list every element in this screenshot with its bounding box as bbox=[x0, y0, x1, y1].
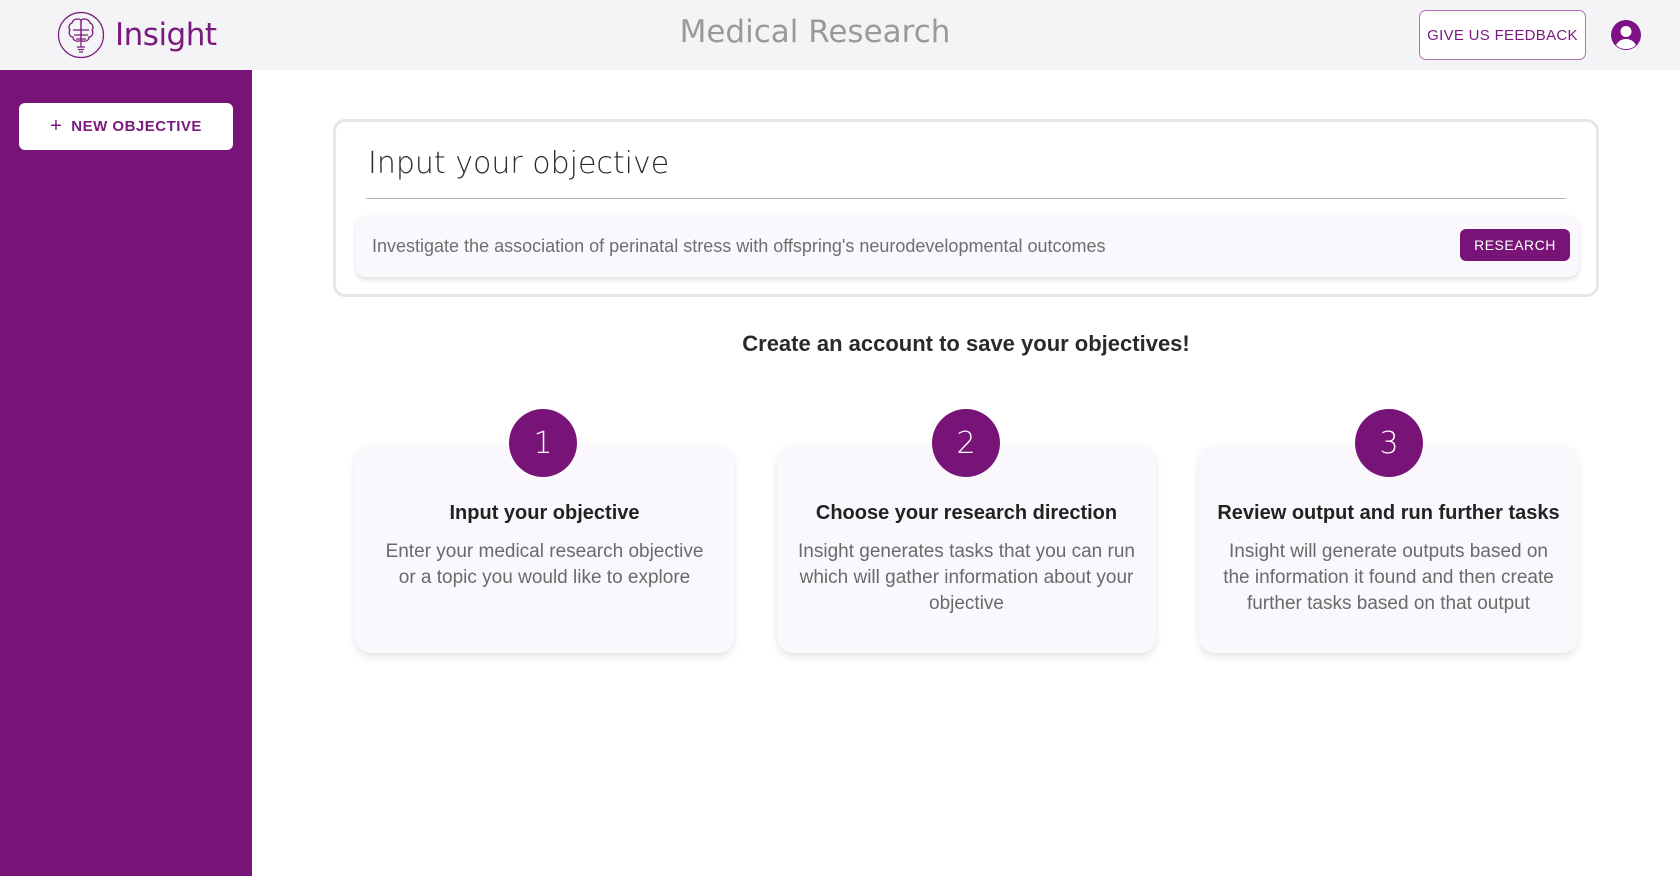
brain-lightbulb-icon bbox=[57, 11, 105, 59]
sidebar: + NEW OBJECTIVE bbox=[0, 70, 252, 876]
top-bar: Insight Medical Research GIVE US FEEDBAC… bbox=[0, 0, 1680, 70]
step-description: Insight generates tasks that you can run… bbox=[798, 541, 1135, 614]
user-account-icon[interactable] bbox=[1611, 20, 1641, 50]
step-number: 2 bbox=[932, 409, 1000, 477]
step-title: Review output and run further tasks bbox=[1217, 502, 1560, 524]
objective-panel: Input your objective RESEARCH bbox=[333, 119, 1599, 297]
logo[interactable]: Insight bbox=[57, 11, 217, 59]
step-number: 1 bbox=[509, 409, 577, 477]
step-number: 3 bbox=[1355, 409, 1423, 477]
objective-title: Input your objective bbox=[368, 146, 670, 181]
create-account-prompt: Create an account to save your objective… bbox=[742, 331, 1190, 356]
objective-input[interactable] bbox=[372, 215, 1452, 277]
step-title: Input your objective bbox=[449, 502, 640, 524]
step-description: Insight will generate outputs based on t… bbox=[1223, 541, 1554, 614]
logo-text: Insight bbox=[115, 17, 217, 53]
step-description: Enter your medical research objective or… bbox=[385, 541, 704, 588]
objective-input-row: RESEARCH bbox=[356, 215, 1579, 277]
step-card: Choose your research direction Insight g… bbox=[777, 445, 1156, 653]
plus-icon: + bbox=[50, 115, 63, 137]
step-title: Choose your research direction bbox=[815, 502, 1118, 524]
new-objective-button[interactable]: + NEW OBJECTIVE bbox=[19, 103, 233, 150]
step-card: Input your objective Enter your medical … bbox=[355, 445, 734, 653]
step-card: Review output and run further tasks Insi… bbox=[1199, 445, 1578, 653]
research-button[interactable]: RESEARCH bbox=[1460, 229, 1570, 261]
divider bbox=[366, 198, 1566, 199]
page-title: Medical Research bbox=[679, 14, 951, 50]
new-objective-label: NEW OBJECTIVE bbox=[71, 118, 202, 135]
give-feedback-button[interactable]: GIVE US FEEDBACK bbox=[1419, 10, 1586, 60]
